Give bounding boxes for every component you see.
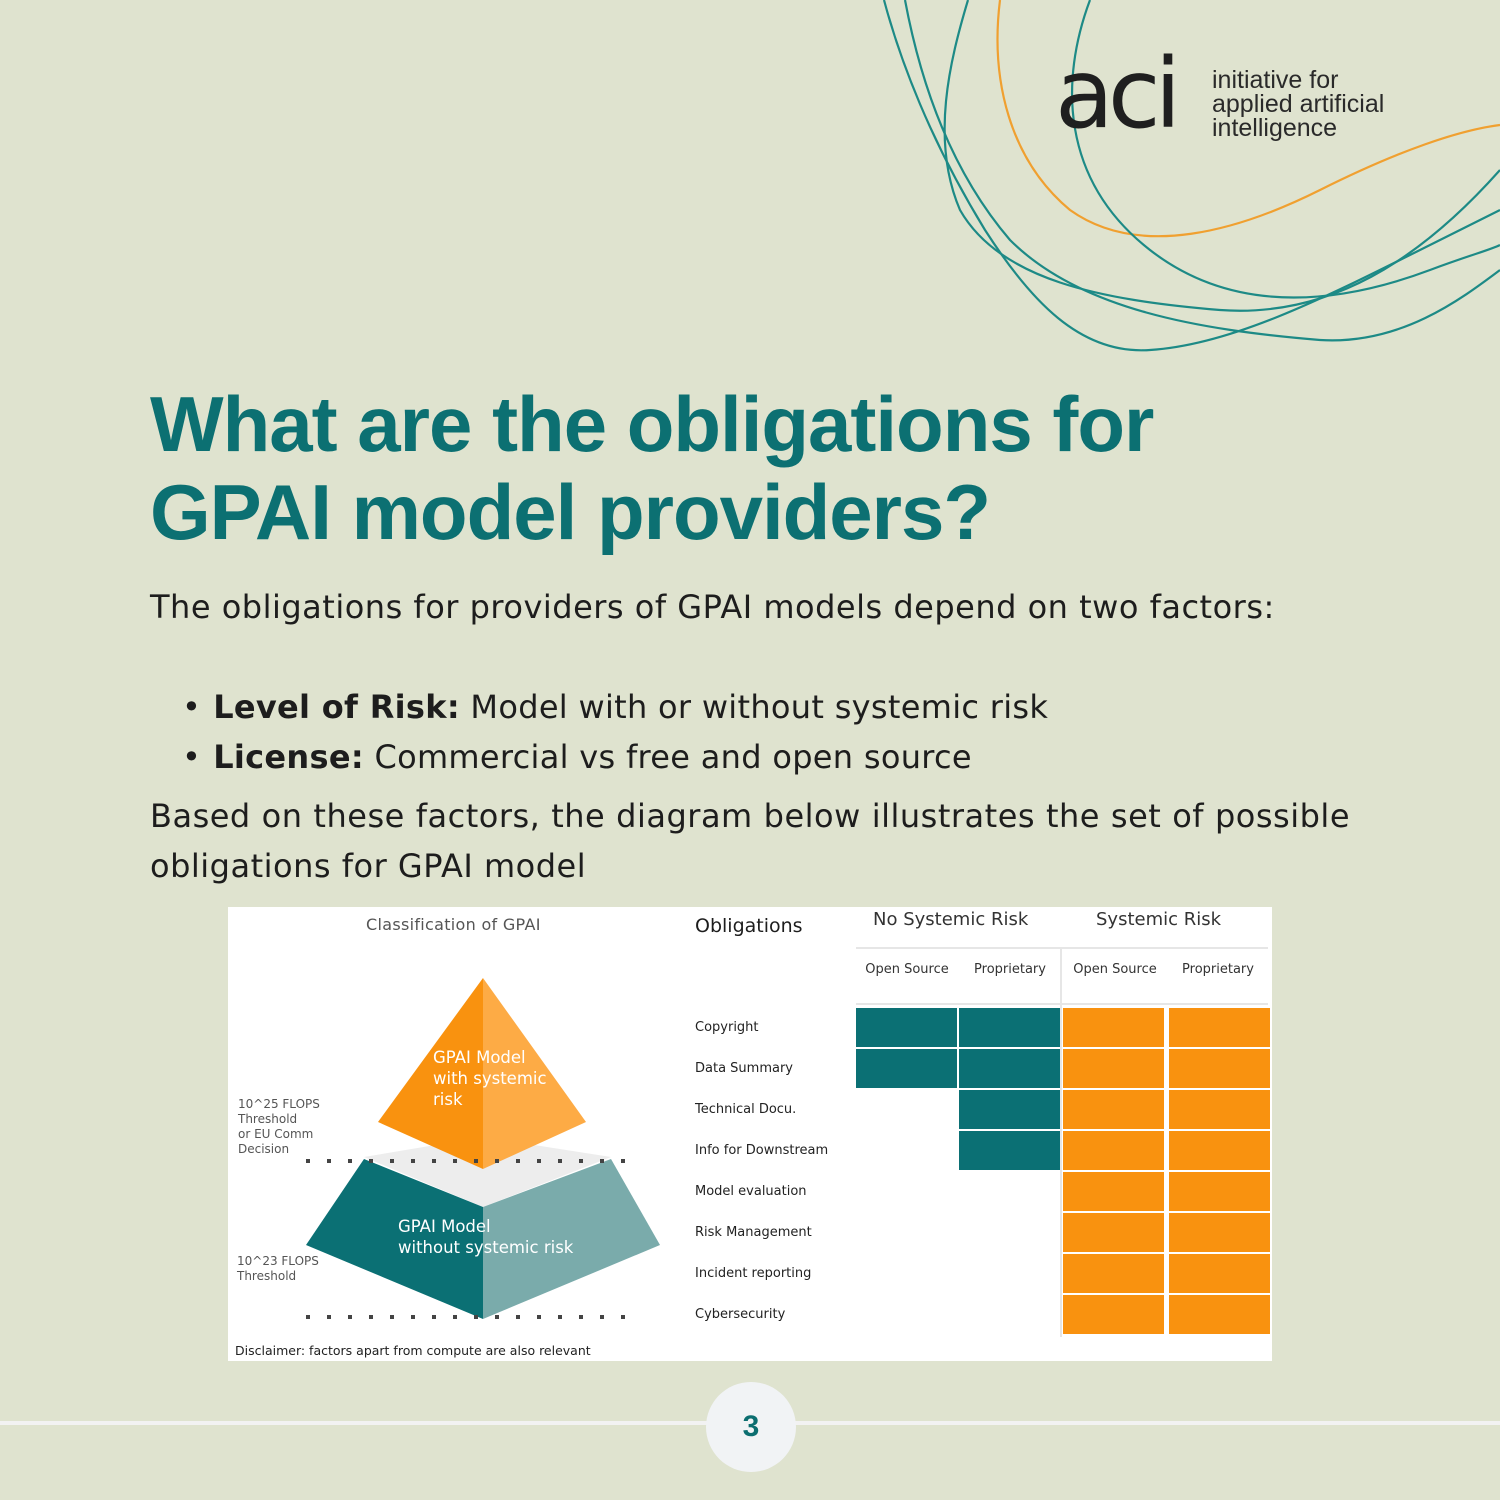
obligation-cell-teal bbox=[959, 1131, 1060, 1170]
pyramid-bottom-right-face bbox=[483, 1159, 660, 1319]
obligation-cell-orange bbox=[1169, 1090, 1270, 1129]
brand-logo: aci initiative for applied artificial in… bbox=[1055, 46, 1455, 147]
factor-item: Level of Risk: Model with or without sys… bbox=[182, 682, 1048, 732]
obligation-label: Model evaluation bbox=[695, 1184, 807, 1199]
pyramid-bottom-label: GPAI Model without systemic risk bbox=[398, 1216, 573, 1258]
pyramid-bottom-label-line: GPAI Model bbox=[398, 1217, 491, 1236]
threshold-label-lower: 10^23 FLOPS Threshold bbox=[237, 1254, 319, 1284]
obligation-cell-orange bbox=[1063, 1295, 1164, 1334]
threshold-label-upper: 10^25 FLOPS Threshold or EU Comm Decisio… bbox=[238, 1097, 320, 1157]
obligations-title: Obligations bbox=[695, 915, 803, 937]
obligation-label: Info for Downstream bbox=[695, 1143, 829, 1158]
pyramid-top-left-face bbox=[378, 978, 483, 1169]
column-header: Open Source bbox=[1073, 962, 1157, 977]
obligation-label: Cybersecurity bbox=[695, 1307, 786, 1322]
threshold-label-line: 10^23 FLOPS bbox=[237, 1254, 319, 1268]
obligation-cell-orange bbox=[1063, 1254, 1164, 1293]
header-divider bbox=[856, 947, 1268, 949]
column-header: Proprietary bbox=[974, 962, 1046, 977]
obligation-cell-orange bbox=[1169, 1295, 1270, 1334]
obligation-cell-orange bbox=[1063, 1213, 1164, 1252]
page-title: What are the obligations for GPAI model … bbox=[150, 380, 1400, 556]
obligation-cell-teal bbox=[959, 1049, 1060, 1088]
obligation-cell-orange bbox=[1063, 1008, 1164, 1047]
obligation-label: Incident reporting bbox=[695, 1266, 812, 1281]
group-header-systemic-risk: Systemic Risk bbox=[1096, 909, 1222, 930]
obligation-cell-orange bbox=[1169, 1172, 1270, 1211]
logo-text: initiative for applied artificial intell… bbox=[1212, 66, 1385, 142]
factor-term: License: bbox=[213, 738, 364, 776]
obligation-cell-orange bbox=[1063, 1049, 1164, 1088]
gpai-pyramid bbox=[306, 978, 660, 1319]
obligation-cell-teal bbox=[856, 1049, 957, 1088]
pyramid-bottom-left-face bbox=[306, 1159, 483, 1319]
factor-term: Level of Risk: bbox=[213, 688, 460, 726]
factor-text: Commercial vs free and open source bbox=[374, 738, 972, 776]
logo-line: initiative for bbox=[1212, 66, 1339, 94]
obligation-cell-orange bbox=[1169, 1254, 1270, 1293]
diagram-disclaimer: Disclaimer: factors apart from compute a… bbox=[235, 1343, 591, 1358]
column-header: Proprietary bbox=[1182, 962, 1254, 977]
obligation-cell-teal bbox=[856, 1008, 957, 1047]
logo-mark: aci bbox=[1055, 38, 1181, 150]
obligation-cell-orange bbox=[1063, 1131, 1164, 1170]
obligation-cell-orange bbox=[1169, 1213, 1270, 1252]
page-number: 3 bbox=[706, 1382, 796, 1472]
outro-paragraph: Based on these factors, the diagram belo… bbox=[150, 797, 1350, 885]
obligation-cell-teal bbox=[959, 1090, 1060, 1129]
pyramid-gap bbox=[364, 1137, 611, 1207]
pyramid-top-right-face bbox=[483, 978, 586, 1169]
threshold-label-line: Decision bbox=[238, 1142, 290, 1156]
factor-text: Model with or without systemic risk bbox=[470, 688, 1049, 726]
obligation-cell-orange bbox=[1169, 1131, 1270, 1170]
decorative-curves bbox=[882, 0, 1500, 352]
pyramid-top-label-line: risk bbox=[433, 1090, 463, 1109]
obligations-diagram: Classification of GPAI Obligations No Sy… bbox=[228, 907, 1272, 1361]
threshold-label-line: Threshold bbox=[238, 1112, 298, 1126]
group-divider bbox=[1060, 947, 1062, 1337]
title-line: GPAI model providers? bbox=[150, 468, 991, 556]
group-header-no-systemic-risk: No Systemic Risk bbox=[873, 909, 1029, 930]
logo-line: intelligence bbox=[1212, 114, 1338, 142]
obligation-cell-orange bbox=[1169, 1049, 1270, 1088]
obligation-label: Risk Management bbox=[695, 1225, 812, 1240]
pyramid-bottom-label-line: without systemic risk bbox=[398, 1238, 574, 1257]
obligation-label: Technical Docu. bbox=[695, 1102, 797, 1117]
pyramid-top-label-line: GPAI Model bbox=[433, 1048, 526, 1067]
header-divider bbox=[856, 1003, 1268, 1005]
pyramid-top-label-line: with systemic bbox=[433, 1069, 547, 1088]
pyramid-top-label: GPAI Model with systemic risk bbox=[433, 1047, 547, 1110]
threshold-label-line: 10^25 FLOPS bbox=[238, 1097, 320, 1111]
obligation-cell-orange bbox=[1063, 1172, 1164, 1211]
intro-paragraph: The obligations for providers of GPAI mo… bbox=[150, 588, 1275, 626]
obligation-cell-orange bbox=[1063, 1090, 1164, 1129]
obligation-cell-orange bbox=[1169, 1008, 1270, 1047]
column-header: Open Source bbox=[865, 962, 949, 977]
threshold-label-line: Threshold bbox=[237, 1269, 297, 1283]
title-line: What are the obligations for bbox=[150, 380, 1154, 468]
obligation-label: Data Summary bbox=[695, 1061, 793, 1076]
obligation-label: Copyright bbox=[695, 1020, 759, 1035]
factor-item: License: Commercial vs free and open sou… bbox=[182, 732, 1048, 782]
obligation-cell-teal bbox=[959, 1008, 1060, 1047]
factor-list: Level of Risk: Model with or without sys… bbox=[182, 682, 1048, 782]
threshold-label-line: or EU Comm bbox=[238, 1127, 314, 1141]
classification-title: Classification of GPAI bbox=[366, 915, 541, 934]
logo-line: applied artificial bbox=[1212, 90, 1385, 118]
